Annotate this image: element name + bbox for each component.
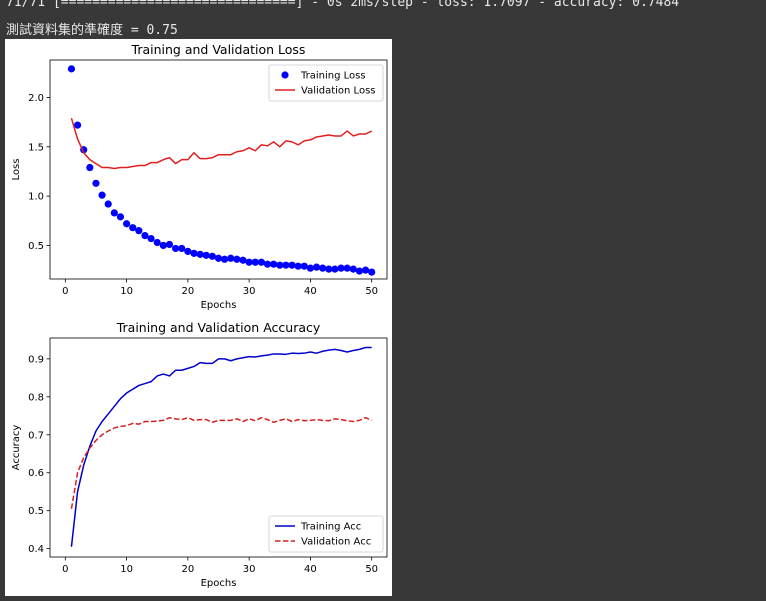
chart1-series-training-loss-point bbox=[312, 263, 321, 271]
figure-svg: Training and Validation Loss 0 10 20 30 40 50 0… bbox=[11, 42, 388, 589]
chart1-series-training-loss-point bbox=[349, 265, 357, 273]
chart1-series-training-loss-point bbox=[361, 266, 370, 274]
chart1-series-training-loss-point bbox=[110, 209, 118, 217]
chart1-ytick-label: 1.5 bbox=[28, 142, 44, 153]
chart2-legend-training-acc-label: Training Acc bbox=[300, 522, 361, 533]
chart1-series-training-loss-point bbox=[67, 65, 76, 73]
chart2-series-training-acc-line bbox=[70, 346, 372, 547]
chart1-series-training-loss-point bbox=[202, 251, 210, 259]
chart1-series-training-loss-point bbox=[294, 262, 302, 270]
chart2-xtick-label: 0 bbox=[62, 564, 68, 575]
chart1-series-training-loss-point bbox=[251, 258, 259, 266]
chart1-series-training-loss-point bbox=[159, 241, 167, 250]
chart2-ytick-label: 0.5 bbox=[28, 506, 44, 517]
chart1-series-training-loss-point bbox=[343, 264, 351, 272]
chart2-xtick-label: 10 bbox=[120, 564, 133, 575]
chart1-xtick-label: 20 bbox=[181, 286, 194, 297]
chart1-xtick-label: 40 bbox=[304, 286, 317, 297]
chart2-ylabel: Accuracy bbox=[11, 425, 22, 471]
chart2-legend-box bbox=[268, 515, 384, 553]
chart2-xtick-label: 30 bbox=[243, 564, 256, 575]
chart1-series-training-loss-point bbox=[227, 254, 235, 262]
chart2-legend-validation-acc-label: Validation Acc bbox=[301, 537, 371, 548]
chart1-series-training-loss-point bbox=[319, 264, 327, 272]
chart2-ytick-label: 0.7 bbox=[28, 430, 44, 441]
chart2-ytick-label: 0.9 bbox=[28, 354, 44, 365]
chart1-xtick-label: 0 bbox=[62, 286, 68, 297]
chart1-series-training-loss-point bbox=[214, 254, 223, 262]
chart1-xtick-label: 50 bbox=[365, 286, 378, 297]
chart1-series-training-loss-point bbox=[190, 249, 198, 257]
chart1-ytick-label: 2.0 bbox=[28, 93, 44, 104]
chart1-series-training-loss-point bbox=[337, 264, 345, 272]
figure-canvas: Training and Validation Loss 0 10 20 30 40 50 0… bbox=[5, 39, 392, 596]
chart1-ylabel: Loss bbox=[11, 159, 22, 181]
chart2-ytick-label: 0.6 bbox=[28, 468, 44, 479]
chart1-xtick-label: 10 bbox=[120, 286, 133, 297]
chart2-ytick-label: 0.8 bbox=[28, 392, 44, 403]
console-result-line: 測試資料集的準確度 = 0.75 bbox=[6, 23, 178, 38]
chart1-series-training-loss-point bbox=[306, 264, 315, 272]
chart1-series-training-loss-point bbox=[233, 255, 241, 263]
chart1-series-training-loss-point bbox=[141, 231, 149, 240]
chart1-series-training-loss-point bbox=[116, 213, 125, 221]
chart1-series-training-loss-point bbox=[239, 256, 247, 264]
chart1-series-training-loss-point bbox=[73, 121, 82, 129]
chart1-series-training-loss-point bbox=[276, 261, 284, 269]
chart1-series-training-loss-point bbox=[86, 163, 94, 172]
chart2-xtick-label: 40 bbox=[304, 564, 317, 575]
chart2-series-validation-acc-line bbox=[70, 416, 372, 509]
chart1-series-training-loss-point bbox=[98, 191, 106, 199]
chart1-series-training-loss-point bbox=[257, 258, 265, 266]
console-progress-line: 71/71 [==============================] -… bbox=[6, 0, 680, 10]
chart1-series-training-loss-point bbox=[178, 244, 186, 253]
chart1-series-training-loss-point bbox=[122, 220, 131, 228]
chart1-series-training-loss-point bbox=[245, 258, 253, 266]
chart1-series-training-loss-point bbox=[135, 227, 143, 235]
chart1-legend-training-loss-marker bbox=[281, 71, 289, 79]
chart1-ytick-label: 1.0 bbox=[28, 192, 44, 203]
chart1-series-training-loss-point bbox=[300, 262, 308, 270]
chart1-series-training-loss-point bbox=[172, 244, 180, 253]
chart1-xtick-label: 30 bbox=[243, 286, 256, 297]
chart1-series-training-loss-point bbox=[184, 247, 192, 255]
chart1-series-training-loss-point bbox=[104, 200, 112, 208]
chart1-series-training-loss-point bbox=[129, 224, 137, 232]
chart2-xtick-label: 50 bbox=[365, 564, 378, 575]
chart1-series-training-loss-point bbox=[221, 255, 229, 263]
chart1-legend-box bbox=[268, 64, 384, 102]
chart1-legend-training-loss-label: Training Loss bbox=[300, 71, 366, 82]
chart1-series-training-loss-point bbox=[208, 252, 216, 260]
chart1-series-training-loss-point bbox=[355, 267, 364, 275]
chart1-series-training-loss-point bbox=[147, 234, 155, 243]
chart2-xtick-label: 20 bbox=[181, 564, 194, 575]
chart1-series-training-loss-point bbox=[92, 179, 100, 187]
chart1-series-training-loss-point bbox=[288, 261, 296, 269]
chart1-ytick-label: 0.5 bbox=[28, 241, 44, 252]
chart1-series-training-loss-point bbox=[368, 268, 376, 276]
chart2-ytick-label: 0.4 bbox=[28, 544, 44, 555]
chart1-axes-frame bbox=[49, 59, 388, 280]
chart2-title: Training and Validation Accuracy bbox=[116, 320, 321, 335]
chart1-xlabel: Epochs bbox=[201, 300, 237, 311]
chart1-series-training-loss-point bbox=[196, 250, 204, 258]
chart1-legend-validation-loss-label: Validation Loss bbox=[301, 86, 376, 97]
chart1-series-training-loss-point bbox=[153, 238, 161, 247]
chart1-series-training-loss-point bbox=[263, 260, 272, 268]
chart1-series-training-loss-point bbox=[165, 240, 174, 249]
chart1-series-training-loss-point bbox=[270, 260, 278, 268]
chart1-series-training-loss-point bbox=[331, 265, 339, 273]
chart1-series-training-loss-point bbox=[325, 265, 333, 273]
chart1-series-training-loss-point bbox=[282, 261, 290, 269]
chart1-title: Training and Validation Loss bbox=[131, 42, 306, 57]
chart2-axes-frame bbox=[49, 337, 388, 558]
chart2-xlabel: Epochs bbox=[201, 578, 237, 589]
chart1-series-validation-loss-line bbox=[70, 117, 373, 170]
